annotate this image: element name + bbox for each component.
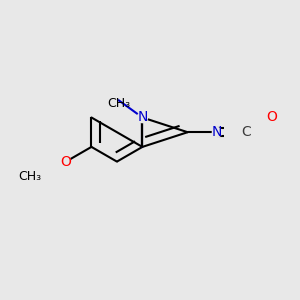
Ellipse shape [267, 113, 277, 122]
Text: O: O [266, 110, 278, 124]
Text: CH₃: CH₃ [107, 97, 130, 110]
Text: N: N [212, 125, 222, 139]
Text: CH₃: CH₃ [19, 170, 42, 183]
Text: N: N [137, 110, 148, 124]
Ellipse shape [137, 112, 148, 123]
Text: C: C [242, 125, 251, 139]
Text: O: O [61, 154, 71, 169]
Ellipse shape [61, 157, 70, 166]
Ellipse shape [242, 128, 251, 136]
Ellipse shape [212, 128, 222, 137]
